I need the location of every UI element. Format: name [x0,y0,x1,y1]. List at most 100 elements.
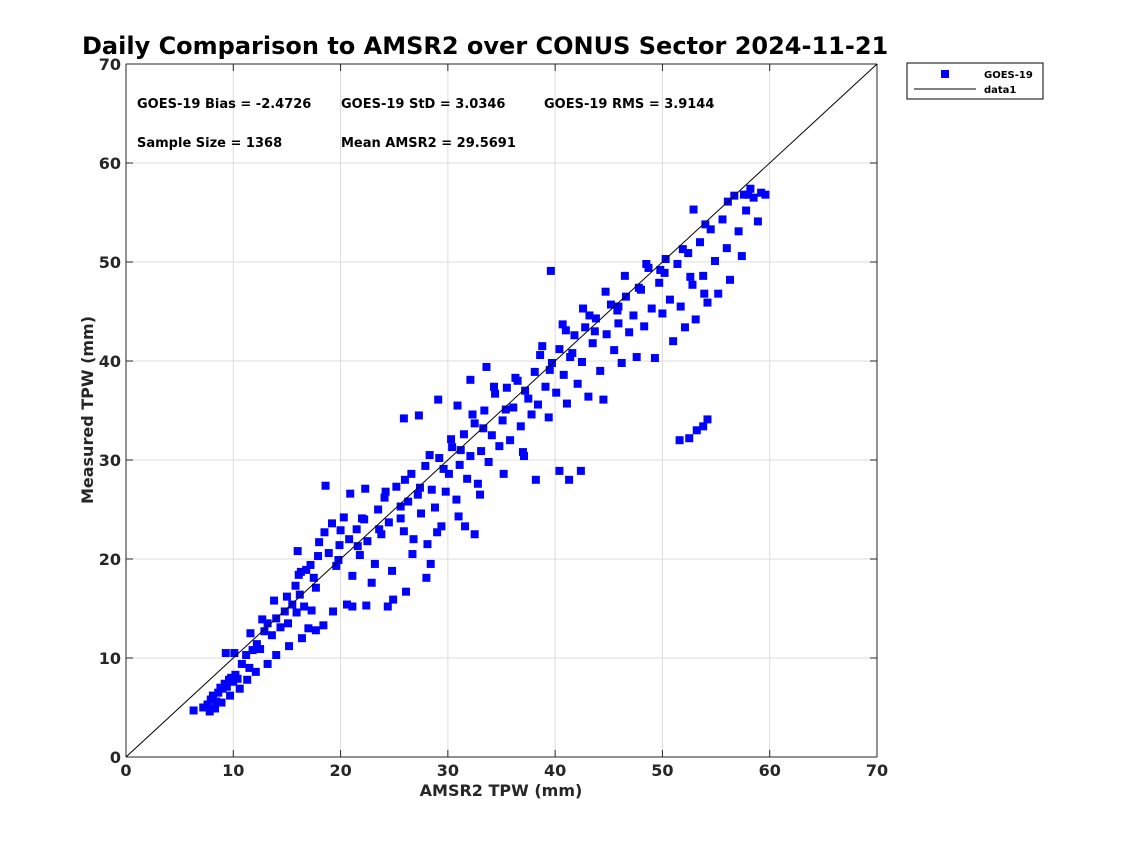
scatter-point [343,600,352,609]
scatter-point [383,602,392,611]
scatter-point [620,271,629,280]
scatter-point [570,331,579,340]
scatter-point [544,413,553,422]
scatter-point [555,466,564,475]
scatter-point [205,707,214,716]
y-tick-label: 30 [99,451,121,470]
scatter-point [470,419,479,428]
scatter-point [541,382,550,391]
scatter-point [423,540,432,549]
scatter-point [282,592,291,601]
scatter-point [562,399,571,408]
scatter-point [263,619,272,628]
scatter-point [392,482,401,491]
scatter-point [284,619,293,628]
stat-mean: Mean AMSR2 = 29.5691 [341,136,516,151]
scatter-point [484,457,493,466]
scatter-point [468,410,477,419]
scatter-point [407,469,416,478]
scatter-point [307,606,316,615]
scatter-point [498,416,507,425]
scatter-point [243,675,252,684]
scatter-point [388,566,397,575]
scatter-point [685,434,694,443]
tick-labels: 0 10 20 30 40 50 60 70 0 10 20 30 40 50 60 70 [99,55,888,780]
scatter-point [591,314,600,323]
scatter-point [314,552,323,561]
scatter-point [263,659,272,668]
scatter-point [692,426,701,435]
scatter-point [434,395,443,404]
scatter-point [487,431,496,440]
scatter-point [285,642,294,651]
scatter-point [555,345,564,354]
scatter-point [426,559,435,568]
scatter-point [352,525,361,534]
scatter-point [399,527,408,536]
scatter-point [334,555,343,564]
scatter-point [288,600,297,609]
scatter-point [226,691,235,700]
scatter-point [421,461,430,470]
scatter-point [665,295,674,304]
scatter-point [602,330,611,339]
scatter-point [473,479,482,488]
axes [125,63,878,758]
scatter-point [466,452,475,461]
scatter-point [235,684,244,693]
scatter-point [737,252,746,261]
scatter-point [346,489,355,498]
scatter-point [621,292,630,301]
scatter-point [370,559,379,568]
scatter-point [699,271,708,280]
scatter-point [658,309,667,318]
scatter-point [384,518,393,527]
scatter-point [726,275,735,284]
scatter-point [276,623,285,632]
scatter-point [222,682,231,691]
scatter-point [336,526,345,535]
scatter-point [218,684,227,693]
scatter-point [306,560,315,569]
scatter-point [396,502,405,511]
scatter-point [601,287,610,296]
scatter-point [545,365,554,374]
scatter-point [291,581,300,590]
scatter-point [212,697,221,706]
scatter-point [650,354,659,363]
stat-rms: GOES-19 RMS = 3.9144 [544,97,714,112]
scatter-point [757,188,766,197]
scatter-point [353,542,362,551]
scatter-point [466,375,475,384]
scatter-point [439,464,448,473]
scatter-point [606,300,615,309]
scatter-point [647,304,656,313]
scatter-point [722,244,731,253]
scatter-point [245,663,254,672]
scatter-point [640,322,649,331]
x-axis-label: AMSR2 TPW (mm) [420,781,583,800]
scatter-point [309,573,318,582]
scatter-point [739,190,748,199]
scatter-point [355,551,364,560]
scatter-point [422,573,431,582]
y-tick-label: 60 [99,154,121,173]
legend-marker-goes19 [941,70,949,78]
scatter-point [470,530,479,539]
scatter-point [634,283,643,292]
scatter-point [361,484,370,493]
y-tick-label: 70 [99,55,121,74]
scatter-point [461,522,470,531]
scatter-point [311,626,320,635]
scatter-point [499,469,508,478]
scatter-point [552,388,561,397]
series-goes19 [189,184,770,716]
scatter-point [402,587,411,596]
scatter-point [701,220,710,229]
scatter-point [304,624,313,633]
scatter-point [267,631,276,640]
scatter-point [248,646,257,655]
scatter-point [448,443,457,452]
scatter-point [367,578,376,587]
y-tick-label: 50 [99,253,121,272]
